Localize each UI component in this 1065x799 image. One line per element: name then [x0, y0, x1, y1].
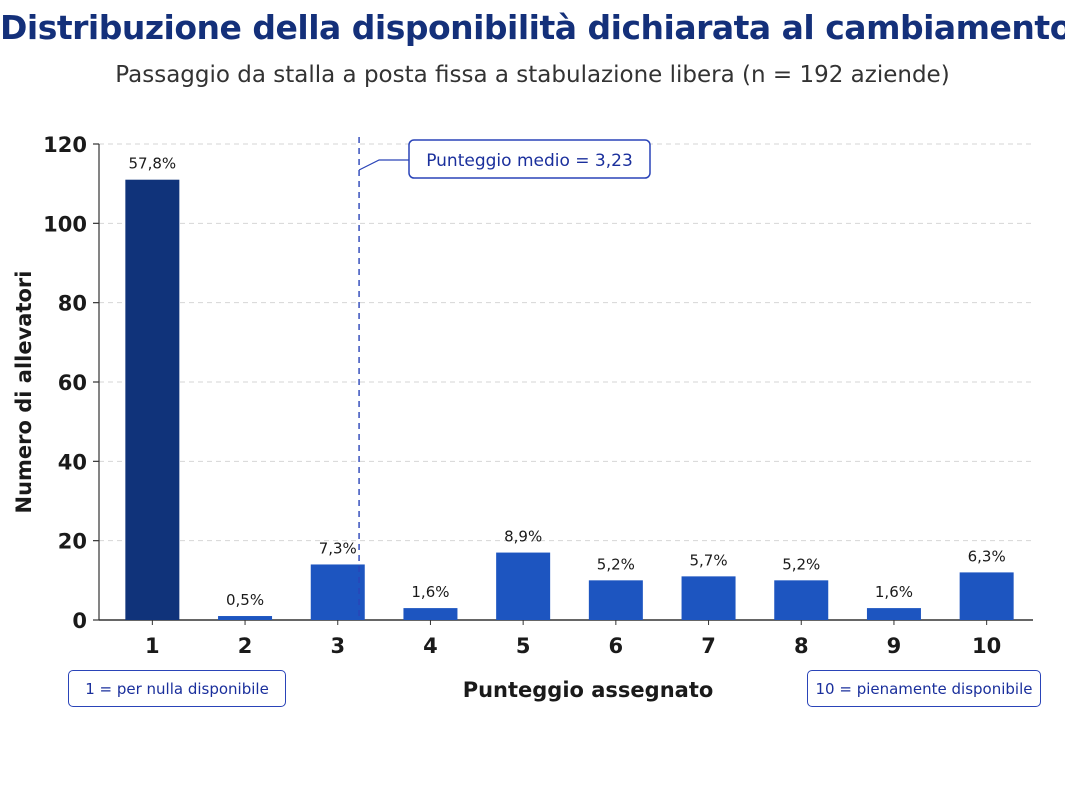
data-label: 1,6%: [875, 583, 913, 601]
bar: [866, 608, 921, 620]
bar: [959, 572, 1014, 620]
data-label: 6,3%: [968, 547, 1006, 565]
mean-annotation-label: Punteggio medio = 3,23: [426, 151, 633, 171]
data-label: 7,3%: [319, 539, 357, 557]
bar: [774, 580, 829, 620]
x-tick-label: 9: [887, 634, 902, 658]
x-tick-label: 1: [145, 634, 160, 658]
x-tick-label: 7: [701, 634, 716, 658]
x-tick-label: 10: [972, 634, 1001, 658]
y-tick-label: 80: [58, 292, 87, 316]
mean-annotation-box: [408, 139, 651, 179]
y-axis-title: Numero di allevatori: [12, 271, 36, 514]
chart-title: Distribuzione della disponibilità dichia…: [0, 8, 1065, 47]
y-tick-label: 60: [58, 371, 87, 395]
x-tick-label: 6: [609, 634, 624, 658]
data-label: 5,2%: [782, 555, 820, 573]
x-tick-label: 2: [238, 634, 253, 658]
data-label: 5,7%: [689, 551, 727, 569]
x-tick-label: 5: [516, 634, 531, 658]
y-tick-label: 120: [43, 133, 87, 157]
data-label: 57,8%: [129, 155, 177, 173]
bar: [125, 179, 180, 620]
bar: [496, 552, 551, 620]
data-label: 5,2%: [597, 555, 635, 573]
chart-subtitle: Passaggio da stalla a posta fissa a stab…: [115, 62, 950, 88]
y-tick-label: 20: [58, 530, 87, 554]
y-tick-label: 40: [58, 450, 87, 474]
bar: [310, 564, 365, 620]
x-tick-label: 3: [330, 634, 345, 658]
bar: [218, 616, 273, 620]
mean-leader-line: [358, 159, 409, 171]
data-label: 0,5%: [226, 591, 264, 609]
scale-note-max: 10 = pienamente disponibile: [807, 670, 1041, 707]
data-label: 8,9%: [504, 528, 542, 546]
bar: [588, 580, 643, 620]
scale-note-min: 1 = per nulla disponibile: [68, 670, 286, 707]
data-label: 1,6%: [411, 583, 449, 601]
bar: [681, 576, 736, 620]
x-tick-label: 8: [794, 634, 809, 658]
x-tick-label: 4: [423, 634, 438, 658]
bar: [403, 608, 458, 620]
x-axis-title: Punteggio assegnato: [463, 678, 714, 702]
y-tick-label: 100: [43, 212, 87, 236]
y-tick-label: 0: [72, 609, 87, 633]
